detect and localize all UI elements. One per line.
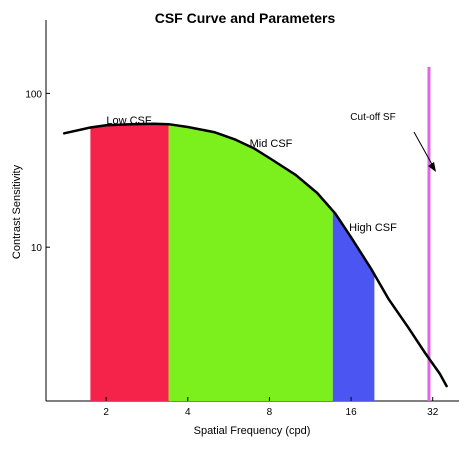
x-tick-label: 8	[267, 407, 273, 418]
y-axis-label: Contrast Sensitivity	[11, 164, 23, 259]
region-low-csf	[90, 123, 169, 401]
region-label: Mid CSF	[250, 138, 293, 150]
region-group	[90, 123, 375, 401]
cutoff-label: Cut-off SF	[350, 112, 395, 123]
x-axis-label: Spatial Frequency (cpd)	[194, 425, 311, 437]
x-tick-label: 16	[346, 407, 358, 418]
region-mid-csf	[168, 124, 333, 401]
x-tick-label: 32	[427, 407, 439, 418]
x-tick-label: 2	[103, 407, 109, 418]
region-labels: Low CSF Mid CSF High CSF	[106, 115, 397, 234]
cutoff-arrow	[413, 131, 435, 169]
y-tick-label: 10	[31, 243, 43, 254]
curve-group	[62, 122, 448, 388]
x-ticks: 2 4 8 16 32	[103, 397, 439, 418]
csf-curve-line	[62, 122, 448, 388]
y-ticks: 10 100	[25, 89, 50, 254]
x-tick-label: 4	[185, 407, 191, 418]
region-label: Low CSF	[106, 115, 152, 127]
region-label: High CSF	[349, 222, 397, 234]
cutoff-arrowhead	[428, 162, 436, 172]
chart-title: CSF Curve and Parameters	[155, 10, 336, 26]
y-tick-label: 100	[25, 89, 42, 100]
